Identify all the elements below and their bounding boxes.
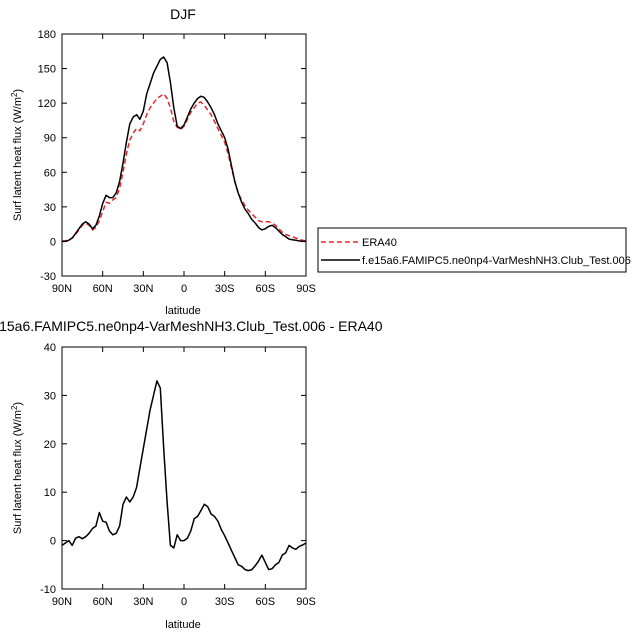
top-chart: DJF -30 0 30 60 90 120 150 180 90N 60N 30N 0 30S 60S… xyxy=(10,6,316,317)
top-ytick-label: 120 xyxy=(38,98,56,110)
top-ytick-label: 30 xyxy=(44,202,56,214)
bottom-ytick-label: 30 xyxy=(44,390,56,402)
bottom-xtick-label: 90S xyxy=(296,596,316,608)
top-xtick-label: 0 xyxy=(181,283,187,295)
bottom-series-line-0 xyxy=(61,380,307,572)
top-ytick-label: 180 xyxy=(38,29,56,41)
bottom-ytick-label: 10 xyxy=(44,487,56,499)
top-ytick-label: 60 xyxy=(44,167,56,179)
bottom-xtick-label: 30N xyxy=(133,596,153,608)
top-ytick-label: 0 xyxy=(50,236,56,248)
bottom-y-axis-label: Surf latent heat flux (W/m2) xyxy=(10,402,24,534)
bottom-chart-title: f.e15a6.FAMIPC5.ne0np4-VarMeshNH3.Club_T… xyxy=(0,318,383,334)
bottom-xtick-label: 0 xyxy=(181,596,187,608)
top-y-axis: -30 0 30 60 90 120 150 180 xyxy=(38,29,306,283)
bottom-x-axis-label: latitude xyxy=(165,619,200,631)
top-x-axis-label: latitude xyxy=(165,305,200,317)
top-chart-title: DJF xyxy=(170,6,196,22)
bottom-y-label-main: Surf latent heat flux (W/m xyxy=(12,410,24,534)
top-ytick-label: -30 xyxy=(40,271,56,283)
top-xtick-label: 90S xyxy=(296,283,316,295)
bottom-ytick-label: 40 xyxy=(44,342,56,354)
top-plot-area xyxy=(62,56,307,243)
top-ytick-label: 90 xyxy=(44,133,56,145)
top-y-label-close: ) xyxy=(12,89,24,93)
bottom-chart-frame xyxy=(61,346,307,590)
top-y-label-sup: 2 xyxy=(10,92,19,97)
legend-entry-model: f.e15a6.FAMIPC5.ne0np4-VarMeshNH3.Club_T… xyxy=(362,255,631,267)
top-y-label-main: Surf latent heat flux (W/m xyxy=(12,97,24,221)
legend: ERA40 f.e15a6.FAMIPC5.ne0np4-VarMeshNH3.… xyxy=(317,227,631,273)
top-xtick-label: 60N xyxy=(93,283,113,295)
top-chart-frame xyxy=(61,33,307,277)
top-ytick-label: 150 xyxy=(38,64,56,76)
top-xtick-label: 90N xyxy=(52,283,72,295)
bottom-x-axis: 90N 60N 30N 0 30S 60S 90S xyxy=(52,347,316,608)
legend-entry-era40: ERA40 xyxy=(362,237,397,249)
top-xtick-label: 60S xyxy=(256,283,276,295)
bottom-xtick-label: 30S xyxy=(215,596,235,608)
top-series-line-0 xyxy=(62,93,307,242)
top-y-axis-label: Surf latent heat flux (W/m2) xyxy=(10,89,24,221)
legend-box xyxy=(317,227,627,273)
bottom-xtick-label: 90N xyxy=(52,596,72,608)
bottom-ytick-label: 20 xyxy=(44,439,56,451)
top-xtick-label: 30N xyxy=(133,283,153,295)
top-x-axis: 90N 60N 30N 0 30S 60S 90S xyxy=(52,34,316,295)
bottom-ytick-label: 0 xyxy=(50,536,56,548)
top-series-line-1 xyxy=(62,56,306,243)
bottom-plot-area xyxy=(61,380,307,572)
bottom-y-label-close: ) xyxy=(12,402,24,406)
bottom-chart: f.e15a6.FAMIPC5.ne0np4-VarMeshNH3.Club_T… xyxy=(0,318,383,631)
bottom-ytick-label: -10 xyxy=(40,584,56,596)
bottom-y-axis: -10 0 10 20 30 40 xyxy=(40,342,306,596)
top-xtick-label: 30S xyxy=(215,283,235,295)
bottom-xtick-label: 60N xyxy=(93,596,113,608)
bottom-xtick-label: 60S xyxy=(256,596,276,608)
bottom-y-label-sup: 2 xyxy=(10,405,19,410)
